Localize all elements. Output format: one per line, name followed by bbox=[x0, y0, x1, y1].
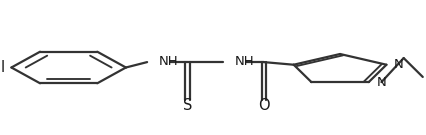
Text: N: N bbox=[393, 58, 403, 71]
Text: NH: NH bbox=[234, 55, 254, 68]
Text: O: O bbox=[257, 98, 269, 113]
Text: N: N bbox=[375, 76, 385, 89]
Text: I: I bbox=[0, 60, 5, 75]
Text: NH: NH bbox=[158, 55, 178, 68]
Text: S: S bbox=[182, 98, 192, 113]
